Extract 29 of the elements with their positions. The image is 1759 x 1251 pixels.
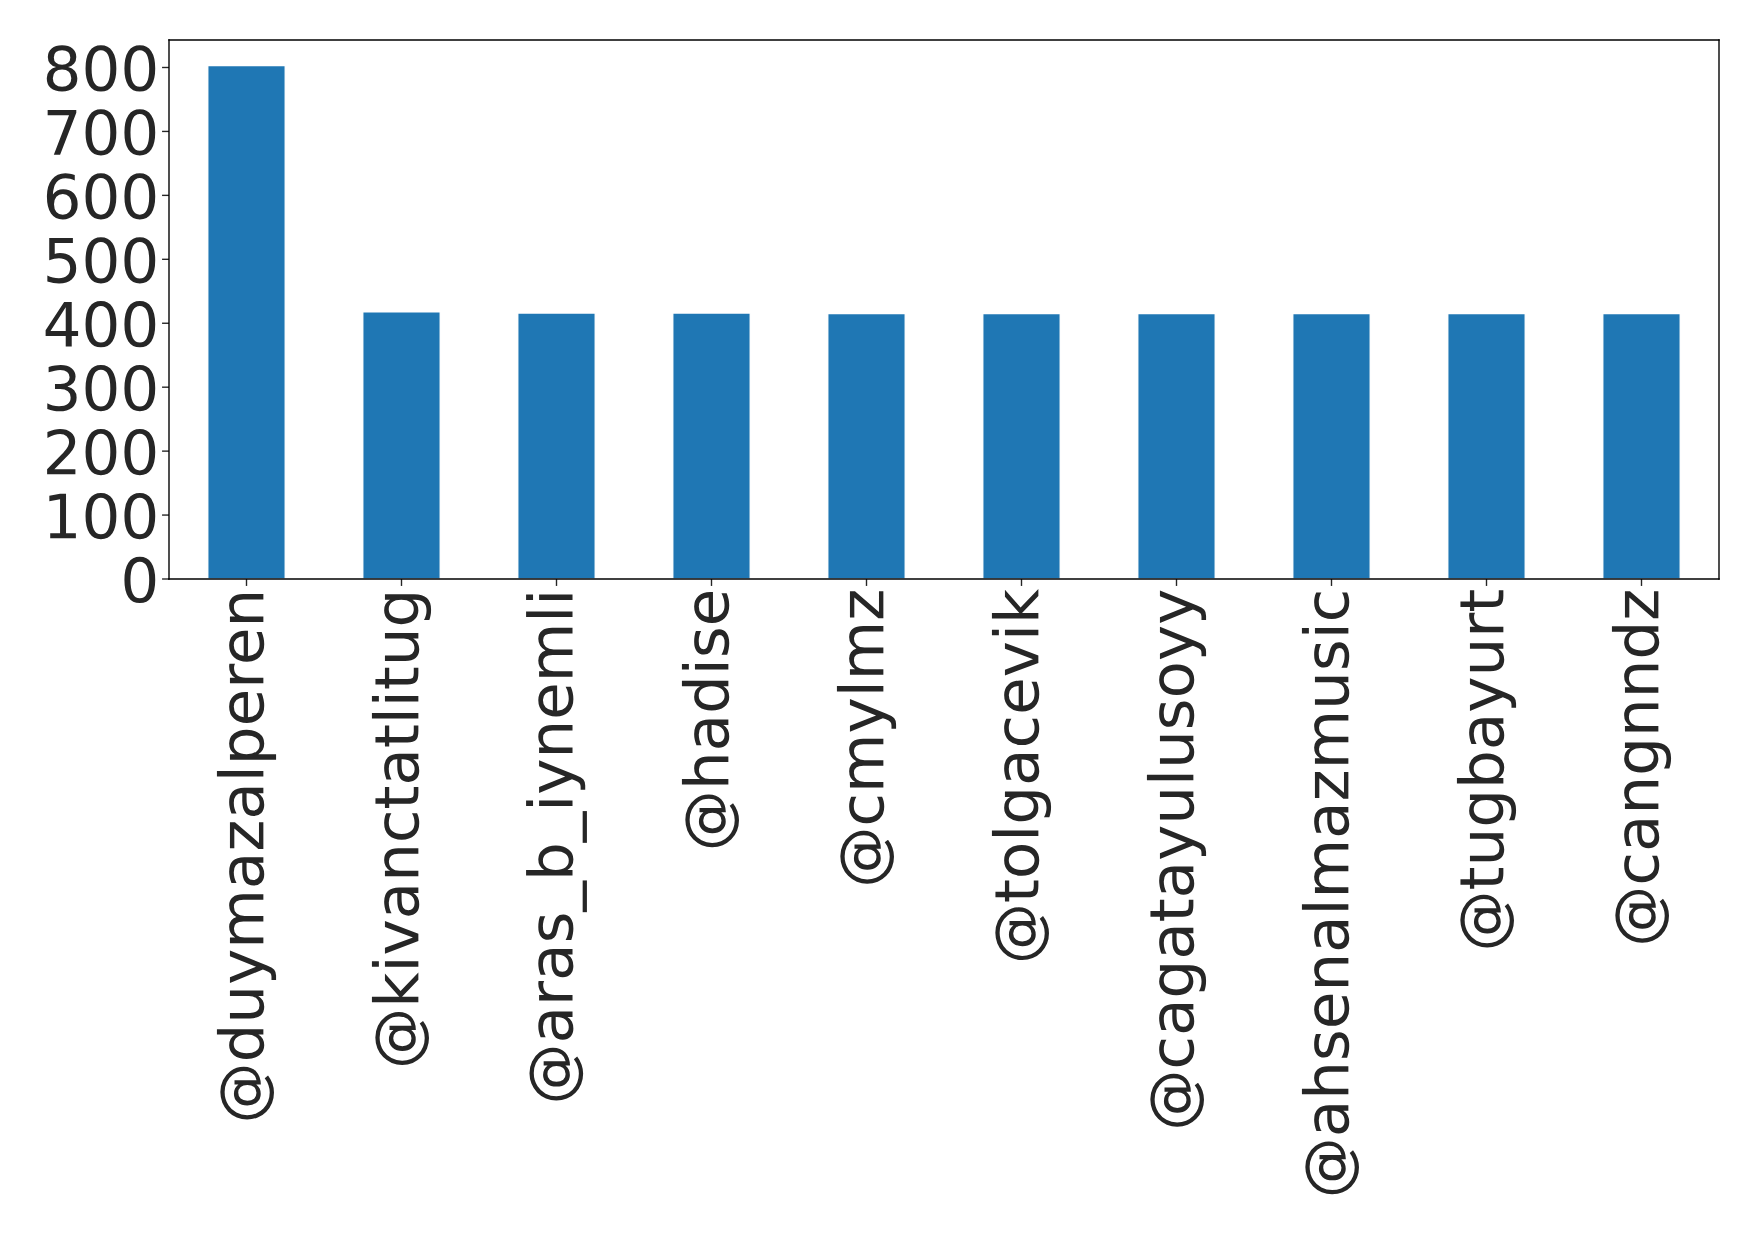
x-tick-label: @hadise	[681, 591, 739, 848]
x-tick-label: @tugbayurt	[1456, 590, 1517, 948]
y-tick-label: 0	[124, 556, 156, 604]
y-tick-label: 500	[47, 237, 156, 284]
y-tick-label: 700	[47, 109, 156, 156]
bar	[982, 312, 1061, 579]
bar	[1292, 312, 1371, 579]
bar	[517, 312, 596, 579]
bar	[1137, 312, 1216, 579]
y-tick-label: 200	[47, 428, 156, 476]
x-tick-label: @aras_b_iynemli	[526, 594, 587, 1101]
y-tick-label: 600	[46, 173, 156, 220]
bar	[1602, 312, 1681, 579]
bar	[1447, 312, 1526, 579]
x-tick-label: @kivanctatlitug	[371, 594, 432, 1065]
y-tick-label: 300	[47, 365, 156, 412]
y-tick-label: 100	[49, 492, 156, 540]
bar	[362, 311, 441, 579]
x-tick-label: @cangnndz	[1611, 591, 1672, 943]
bar	[827, 312, 906, 579]
x-tick-label: @ahsenalmazmusic	[1301, 592, 1359, 1195]
x-tick-label: @cmylmz	[836, 591, 897, 884]
bar	[207, 64, 286, 579]
y-tick-label: 400	[45, 301, 156, 348]
x-tick-label: @tolgacevik	[991, 588, 1052, 961]
x-tick-label: @cagatayulusoyy	[1146, 590, 1207, 1127]
x-tick-label: @duymazalperen	[216, 593, 277, 1120]
bar	[672, 312, 751, 579]
y-tick-label: 800	[46, 45, 156, 92]
